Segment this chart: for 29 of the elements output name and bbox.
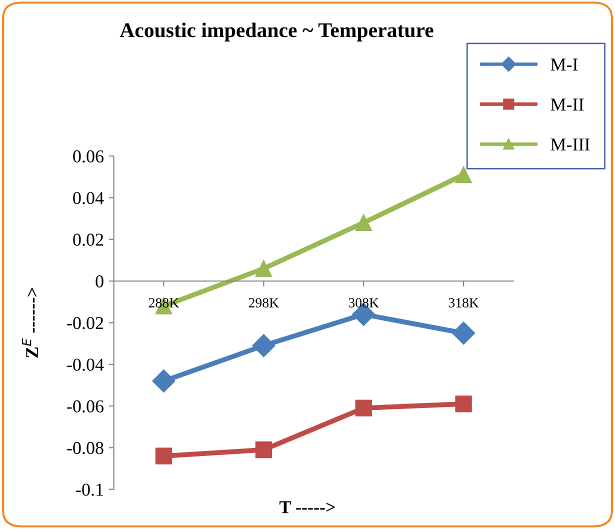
point [255,441,272,458]
y-tick-label: -0.1 [76,484,103,496]
y-tick-label: 0.06 [73,150,104,163]
legend-label: M-II [550,98,584,110]
x-tick-label: 308K [348,298,379,308]
x-tick-label: 318K [448,298,479,308]
point [455,396,472,412]
point [455,166,472,184]
y-tick-label: -0.08 [67,442,104,454]
y-tick-label: 0 [96,275,104,288]
point [255,260,272,277]
y-tick-label: 0.04 [73,192,104,204]
y-axis-title: Z$^{E}$ ------> [22,288,38,358]
legend-label: M-III [550,138,590,150]
y-tick-label: 0.02 [73,234,104,246]
point [355,214,372,232]
y-tick-label: -0.02 [67,316,104,330]
point [355,400,372,416]
point [452,322,476,345]
legend-label: M-I [550,58,578,70]
chart-title: Acoustic impedance ~ Temperature [120,22,434,42]
x-tick-label: 298K [248,298,279,308]
y-tick-label: -0.06 [67,400,104,413]
point [252,334,276,358]
x-axis-title: T -----> [279,501,335,514]
y-tick-label: -0.04 [67,358,104,371]
point [152,370,176,393]
point [155,448,172,464]
x-tick-label: 288K [148,298,180,308]
